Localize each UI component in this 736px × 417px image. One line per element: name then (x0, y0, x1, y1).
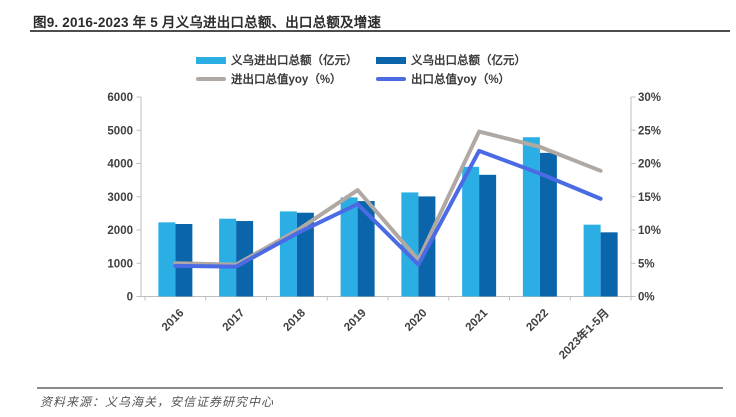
legend-item-total-bar: 义乌进出口总额（亿元） (196, 52, 358, 68)
right-axis-tick-label: 30% (638, 92, 661, 104)
bar-total-2017 (219, 218, 237, 297)
figure-title: 图9. 2016-2023 年 5 月义乌进出口总额、出口总额及增速 (33, 15, 382, 30)
bar-export-2016 (175, 224, 193, 297)
legend-swatch-export-yoy-line (376, 76, 406, 82)
legend-swatch-export-bar (376, 56, 406, 64)
bar-export-2021 (479, 174, 497, 297)
right-axis-tick-label: 0% (638, 292, 655, 304)
line-export-yoy (173, 148, 603, 269)
legend-swatch-total-yoy-line (196, 76, 226, 82)
x-axis-category-label: 2018 (281, 307, 308, 334)
x-axis-category-label: 2020 (403, 307, 430, 334)
x-axis-category-label: 2017 (221, 307, 248, 334)
legend-item-total-yoy-line: 进出口总值yoy（%） (196, 71, 342, 87)
right-axis-tick-label: 25% (638, 125, 661, 137)
bar-total-2020 (401, 192, 419, 297)
bar-export-2022 (539, 152, 557, 297)
bar-export-2023年1-5月 (600, 232, 618, 297)
legend-label-export-yoy-line: 出口总值yoy（%） (411, 74, 511, 86)
bar-total-2022 (522, 137, 540, 297)
bar-total-2021 (462, 166, 480, 297)
source-divider (37, 387, 723, 389)
right-axis-tick-label: 15% (638, 192, 661, 204)
legend-label-total-bar: 义乌进出口总额（亿元） (231, 55, 358, 67)
bar-total-2018 (279, 211, 297, 297)
left-axis-tick-label: 1000 (107, 258, 133, 270)
legend-item-export-yoy-line: 出口总值yoy（%） (376, 71, 510, 87)
x-axis-category-label: 2023年1-5月 (556, 306, 612, 362)
right-axis-tick-label: 10% (638, 225, 661, 237)
x-axis-category-label: 2022 (524, 307, 551, 334)
x-axis-category-label: 2019 (342, 307, 369, 334)
right-axis-tick-label: 20% (638, 159, 661, 171)
right-axis-tick-label: 5% (638, 258, 655, 270)
bar-total-2019 (340, 197, 358, 297)
left-axis-tick-label: 4000 (107, 159, 133, 171)
bar-export-2019 (357, 201, 375, 297)
left-axis-tick-label: 6000 (107, 92, 133, 104)
bar-total-2023年1-5月 (583, 224, 601, 297)
x-axis-category-label: 2021 (464, 307, 491, 334)
bar-export-2018 (296, 212, 314, 297)
legend-label-total-yoy-line: 进出口总值yoy（%） (231, 74, 342, 86)
left-axis-tick-label: 3000 (107, 192, 133, 204)
x-axis-category-label: 2016 (160, 307, 187, 334)
source-note: 资料来源：义乌海关，安信证券研究中心 (40, 395, 275, 409)
left-axis-tick-label: 0 (127, 292, 133, 304)
legend-swatch-total-bar (196, 56, 226, 64)
legend-item-export-bar: 义乌出口总额（亿元） (376, 52, 526, 68)
left-axis-tick-label: 5000 (107, 125, 133, 137)
legend-label-export-bar: 义乌出口总额（亿元） (411, 55, 526, 67)
left-axis-tick-label: 2000 (107, 225, 133, 237)
bar-total-2016 (158, 222, 176, 297)
title-divider (30, 30, 730, 32)
